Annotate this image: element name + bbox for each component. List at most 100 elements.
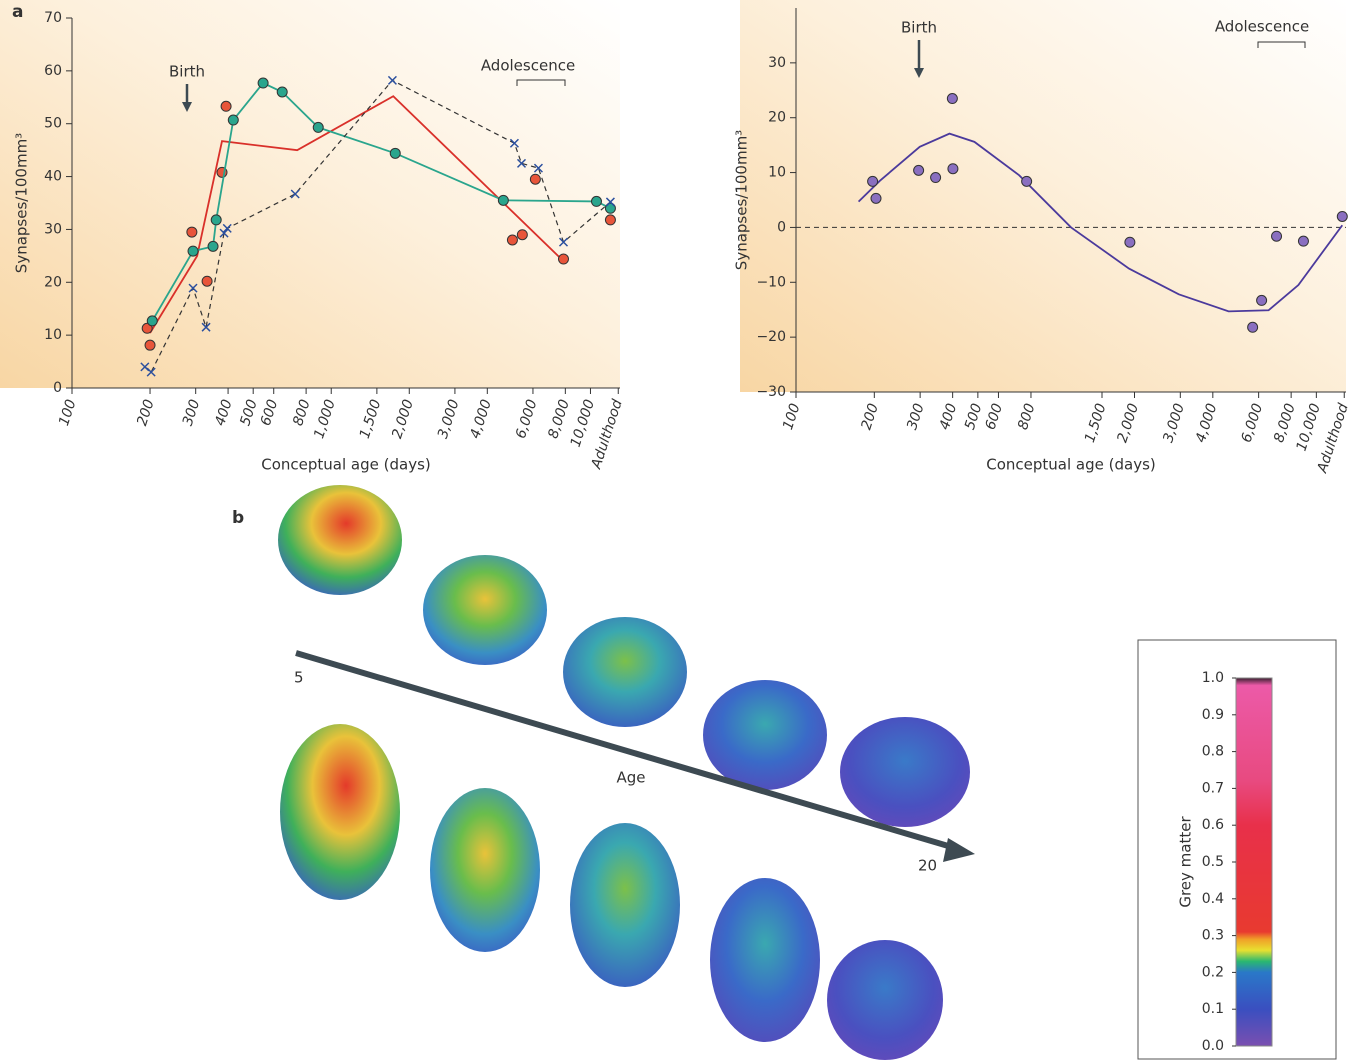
point [210, 214, 222, 226]
y-tick-label: −10 [756, 274, 786, 290]
x-tick-label: 1,000 [311, 397, 339, 440]
point [870, 192, 882, 204]
y-tick-label: 10 [44, 327, 62, 343]
series-line [149, 95, 565, 334]
point [497, 194, 509, 206]
plot-background [740, 0, 1346, 392]
point [188, 283, 198, 293]
y-tick-label: 30 [768, 55, 786, 71]
y-tick-label: 20 [44, 274, 62, 290]
y-tick-label: 0 [777, 219, 786, 235]
colorbar-tick-label: 0.2 [1202, 964, 1224, 980]
panel-label: a [12, 2, 23, 22]
point [146, 367, 156, 377]
point [1297, 235, 1309, 247]
colorbar [1235, 677, 1273, 1047]
point [1124, 236, 1136, 248]
backgrounds [0, 0, 1346, 392]
x-tick-label: 400 [937, 401, 961, 431]
colorbar-tick-label: 0.5 [1202, 854, 1224, 870]
point [604, 214, 616, 226]
x-tick-label: 300 [904, 401, 928, 431]
point [558, 237, 569, 247]
y-tick-label: 70 [44, 10, 62, 26]
colorbar-tick-label: 0.9 [1202, 707, 1224, 723]
x-axis-title: Conceptual age (days) [986, 456, 1156, 474]
x-tick-label: 500 [962, 401, 986, 431]
point [947, 163, 959, 175]
x-tick-label: 500 [237, 397, 261, 427]
y-tick-label: −20 [756, 329, 786, 345]
age-start: 5 [294, 669, 304, 687]
colorbar-title: Grey matter [1177, 816, 1195, 908]
point [227, 114, 239, 126]
x-tick-label: 10,000 [568, 397, 598, 449]
y-tick-label: 0 [53, 380, 62, 396]
point [186, 226, 198, 238]
point [1247, 321, 1259, 333]
annotation: Birth [901, 19, 937, 37]
x-tick-label: 2,000 [1115, 401, 1143, 444]
x-tick-label: 2,000 [389, 397, 417, 440]
point [201, 322, 211, 332]
point [257, 77, 269, 89]
point [529, 173, 541, 185]
x-tick-label: 1,500 [357, 397, 385, 440]
point [220, 100, 232, 112]
y-tick-label: 50 [44, 116, 62, 132]
y-tick-label: 20 [768, 110, 786, 126]
x-tick-label: 10,000 [1294, 401, 1324, 453]
plot-background [0, 0, 620, 388]
point [913, 164, 925, 176]
point [389, 147, 401, 159]
x-tick-label: 6,000 [513, 397, 541, 440]
brains [278, 485, 970, 1060]
age-arrow-head [943, 838, 975, 862]
x-tick-label: 800 [1015, 401, 1039, 431]
point [187, 245, 199, 257]
point [387, 75, 397, 85]
x-tick-label: 600 [983, 401, 1007, 431]
point [516, 229, 528, 241]
age-arrow [295, 650, 956, 851]
point [506, 234, 518, 246]
series-line [857, 132, 1344, 313]
point [219, 228, 229, 238]
colorbar-tick-label: 0.0 [1202, 1038, 1224, 1054]
x-tick-label: 100 [56, 397, 80, 427]
x-tick-label: 300 [180, 397, 204, 427]
y-tick-label: 40 [44, 169, 62, 185]
colorbar-tick-label: 0.7 [1202, 780, 1224, 796]
point [1256, 294, 1268, 306]
colorbar-tick-label: 1.0 [1202, 670, 1224, 686]
x-tick-label: 4,000 [1193, 401, 1221, 444]
x-tick-label: 200 [858, 401, 882, 431]
y-axis-title: Synapses/100mm³ [733, 130, 751, 270]
y-axis-title: Synapses/100mm³ [13, 133, 31, 273]
annotation: Adolescence [481, 57, 575, 75]
x-tick-label: 600 [258, 397, 282, 427]
age-label: Age [616, 769, 645, 787]
point [604, 202, 616, 214]
point [1021, 175, 1033, 187]
point [930, 172, 942, 184]
x-tick-label: 1,500 [1082, 401, 1110, 444]
point [1271, 230, 1283, 242]
x-tick-label: 3,000 [435, 397, 463, 440]
panel-label: b [232, 508, 244, 528]
point [201, 275, 213, 287]
colorbar-tick-label: 0.3 [1202, 928, 1224, 944]
point [276, 86, 288, 98]
point [207, 240, 219, 252]
point [867, 175, 879, 187]
point [605, 197, 615, 207]
point [557, 253, 569, 265]
point [516, 158, 527, 168]
point [144, 339, 156, 351]
annotation-bracket [1257, 41, 1306, 48]
y-tick-label: 10 [768, 165, 786, 181]
y-tick-label: 60 [44, 63, 62, 79]
point [312, 121, 324, 133]
x-tick-label: 200 [134, 397, 158, 427]
x-axis-title: Conceptual age (days) [261, 456, 431, 474]
